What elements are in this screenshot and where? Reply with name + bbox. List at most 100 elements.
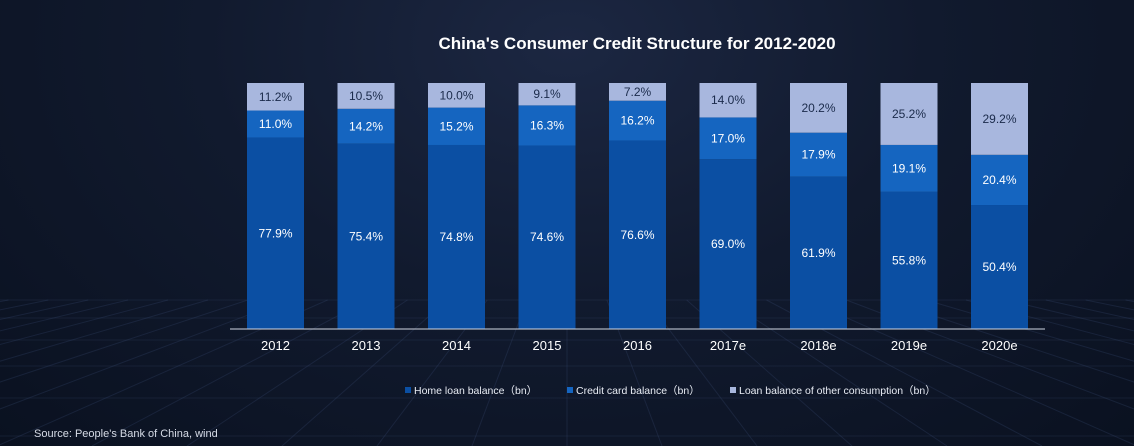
grid-line — [0, 299, 89, 320]
bar-stack-2019e: 55.8% 19.1% 25.2% — [880, 83, 938, 329]
grid-line — [886, 299, 1134, 383]
bar-segment — [428, 83, 485, 108]
data-label: 74.6% — [530, 230, 564, 244]
bar-segment — [337, 143, 395, 329]
bar-segment — [247, 83, 304, 111]
x-tick-label: 2017e — [710, 338, 746, 353]
data-label: 50.4% — [982, 260, 1016, 274]
grid-line — [1005, 299, 1134, 332]
bar-segment — [609, 83, 666, 101]
bar-segment — [880, 83, 938, 145]
data-label: 19.1% — [892, 161, 926, 175]
grid-line — [0, 299, 209, 362]
bar-segment — [518, 145, 576, 329]
legend: Home loan balance（bn） Credit card balance… — [405, 385, 936, 397]
grid-line — [1125, 299, 1134, 303]
data-label: 15.2% — [439, 119, 473, 133]
bar-segment — [790, 176, 847, 329]
bar-segment — [247, 110, 304, 138]
bar-stacks: 77.9% 11.0% 11.2% 75.4% 14.2% 10.5% 74.8% 15.2%… — [247, 83, 1028, 329]
grid-line — [0, 299, 49, 311]
bar-segment — [609, 140, 666, 329]
bar-segment — [428, 144, 485, 329]
x-tick-label: 2016 — [623, 338, 652, 353]
legend-item: Credit card balance（bn） — [567, 385, 700, 397]
grid-line — [0, 299, 248, 383]
bar-segment — [337, 108, 395, 144]
legend-label: Loan balance of other consumption（bn） — [739, 385, 936, 397]
data-label: 11.2% — [259, 90, 292, 104]
data-label: 10.5% — [349, 89, 383, 103]
legend-label: Credit card balance（bn） — [576, 385, 700, 397]
bar-segment — [971, 205, 1028, 329]
bar-segment — [518, 83, 576, 106]
data-label: 25.2% — [892, 107, 926, 121]
grid-line — [965, 299, 1134, 346]
data-label: 7.2% — [624, 85, 652, 99]
bar-stack-2013: 75.4% 14.2% 10.5% — [337, 83, 395, 329]
data-label: 16.2% — [620, 114, 654, 128]
bar-stack-2017e: 69.0% 17.0% 14.0% — [699, 83, 757, 329]
grid-line — [806, 299, 1134, 446]
grid-line — [471, 299, 528, 446]
bar-stack-2020e: 50.4% 20.4% 29.2% — [971, 83, 1028, 329]
legend-swatch — [567, 387, 573, 393]
grid-line — [0, 299, 288, 410]
bar-stack-2015: 74.6% 16.3% 9.1% — [518, 83, 576, 329]
grid-line — [1045, 299, 1134, 320]
bar-segment — [609, 100, 666, 141]
data-label: 11.0% — [259, 117, 292, 131]
grid-line — [281, 299, 448, 446]
data-label: 75.4% — [349, 229, 383, 243]
chart-title: China's Consumer Credit Structure for 20… — [438, 34, 835, 53]
source-note: Source: People's Bank of China, wind — [34, 428, 218, 440]
legend-swatch — [405, 387, 411, 393]
x-tick-label: 2015 — [533, 338, 562, 353]
x-tick-label: 2020e — [981, 338, 1017, 353]
data-label: 29.2% — [982, 112, 1016, 126]
bar-stack-2018e: 61.9% 17.9% 20.2% — [790, 83, 847, 329]
bar-stack-2012: 77.9% 11.0% 11.2% — [247, 83, 304, 329]
x-tick-label: 2019e — [891, 338, 927, 353]
x-tick-label: 2014 — [442, 338, 471, 353]
data-label: 17.9% — [801, 148, 835, 162]
data-label: 10.0% — [439, 88, 473, 102]
legend-item: Loan balance of other consumption（bn） — [730, 385, 936, 397]
data-label: 77.9% — [258, 226, 292, 240]
x-tick-label: 2013 — [352, 338, 381, 353]
grid-line — [0, 299, 129, 332]
x-tick-label: 2012 — [261, 338, 290, 353]
bar-segment — [971, 83, 1028, 155]
bar-segment — [880, 144, 938, 192]
data-label: 61.9% — [801, 246, 835, 260]
bar-segment — [790, 132, 847, 177]
bar-segment — [428, 107, 485, 145]
bar-segment — [971, 154, 1028, 206]
data-label: 16.3% — [530, 118, 564, 132]
bar-segment — [247, 137, 304, 329]
legend-label: Home loan balance（bn） — [414, 385, 537, 397]
x-tick-label: 2018e — [800, 338, 836, 353]
data-label: 74.8% — [439, 230, 473, 244]
data-label: 20.4% — [982, 173, 1016, 187]
bar-segment — [337, 83, 395, 109]
bar-segment — [699, 159, 757, 329]
grid-line — [0, 299, 169, 346]
grid-line — [0, 299, 9, 303]
grid-line — [91, 299, 368, 446]
bar-segment — [699, 117, 757, 160]
data-label: 76.6% — [620, 228, 654, 242]
bar-segment — [790, 83, 847, 133]
bar-stack-2014: 74.8% 15.2% 10.0% — [428, 83, 485, 329]
bar-segment — [518, 105, 576, 146]
data-label: 17.0% — [711, 131, 745, 145]
legend-item: Home loan balance（bn） — [405, 385, 537, 397]
grid-line — [726, 299, 948, 446]
data-label: 14.2% — [349, 119, 383, 133]
data-label: 9.1% — [533, 87, 561, 101]
bar-segment — [880, 191, 938, 329]
data-label: 55.8% — [892, 253, 926, 267]
data-label: 69.0% — [711, 237, 745, 251]
